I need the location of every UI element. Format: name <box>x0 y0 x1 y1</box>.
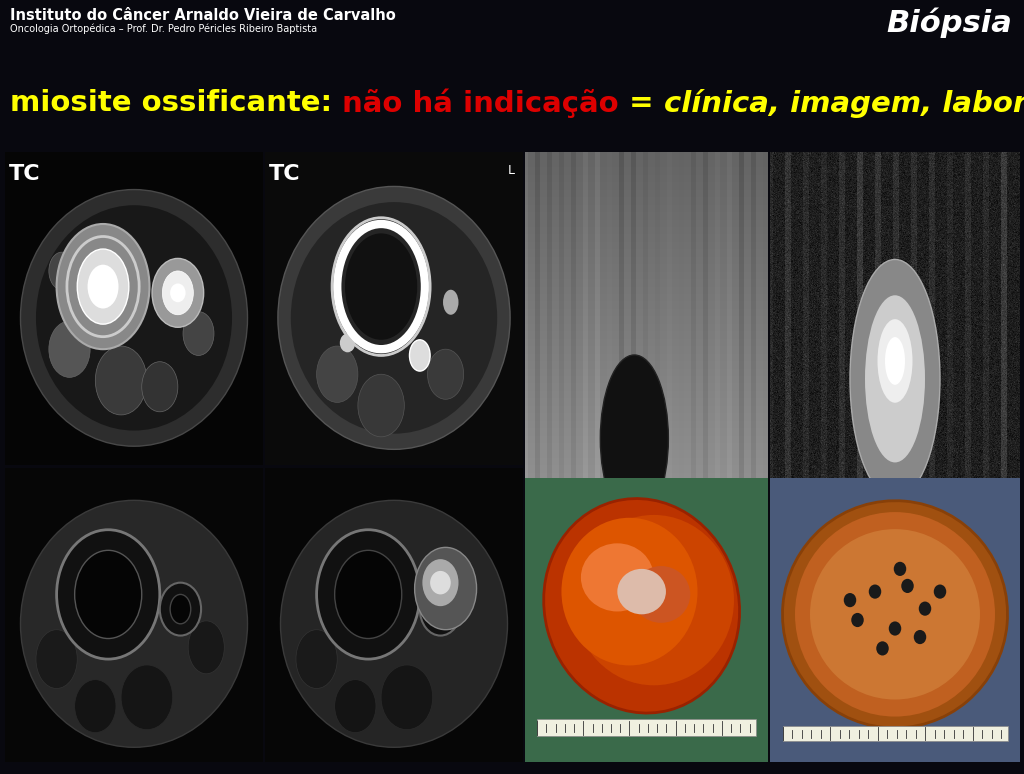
Ellipse shape <box>291 202 498 433</box>
Ellipse shape <box>617 569 666 615</box>
Ellipse shape <box>88 265 119 309</box>
Ellipse shape <box>160 583 201 635</box>
Ellipse shape <box>554 587 739 767</box>
Ellipse shape <box>901 579 913 593</box>
Ellipse shape <box>163 271 194 315</box>
Ellipse shape <box>430 571 451 594</box>
Ellipse shape <box>56 529 160 659</box>
Text: Instituto do Câncer Arnaldo Vieira de Carvalho: Instituto do Câncer Arnaldo Vieira de Ca… <box>10 8 395 23</box>
Bar <box>782 726 1008 741</box>
Ellipse shape <box>56 224 150 349</box>
Ellipse shape <box>632 566 690 623</box>
Ellipse shape <box>75 680 116 733</box>
Ellipse shape <box>75 550 141 639</box>
Ellipse shape <box>316 529 420 659</box>
Ellipse shape <box>345 234 417 340</box>
Ellipse shape <box>278 187 510 450</box>
Ellipse shape <box>913 630 927 644</box>
Ellipse shape <box>410 340 430 371</box>
Ellipse shape <box>357 375 404 437</box>
Text: TC: TC <box>9 164 41 184</box>
Ellipse shape <box>49 252 75 289</box>
Text: clínica, imagem, laboratório: clínica, imagem, laboratório <box>664 88 1024 118</box>
Ellipse shape <box>561 518 697 666</box>
Ellipse shape <box>600 355 669 522</box>
Ellipse shape <box>422 559 459 606</box>
Text: L: L <box>508 164 515 177</box>
Ellipse shape <box>141 361 178 412</box>
Text: =: = <box>618 89 664 117</box>
Ellipse shape <box>281 500 508 748</box>
Text: TC: TC <box>269 164 301 184</box>
Ellipse shape <box>795 512 995 717</box>
Ellipse shape <box>889 622 901 635</box>
Ellipse shape <box>850 259 940 498</box>
Ellipse shape <box>170 283 185 302</box>
Ellipse shape <box>865 295 925 462</box>
Text: Oncologia Ortopédica – Prof. Dr. Pedro Péricles Ribeiro Baptista: Oncologia Ortopédica – Prof. Dr. Pedro P… <box>10 24 317 35</box>
Ellipse shape <box>95 346 146 415</box>
Text: miosite ossificante:: miosite ossificante: <box>10 89 342 117</box>
Ellipse shape <box>121 665 173 730</box>
Ellipse shape <box>851 613 864 627</box>
Ellipse shape <box>77 249 129 324</box>
Ellipse shape <box>335 550 401 639</box>
Ellipse shape <box>544 498 739 713</box>
Ellipse shape <box>443 289 459 315</box>
Ellipse shape <box>188 621 224 674</box>
Ellipse shape <box>381 665 433 730</box>
Ellipse shape <box>340 334 355 352</box>
Ellipse shape <box>894 562 906 576</box>
Ellipse shape <box>782 501 1008 728</box>
Ellipse shape <box>581 543 653 611</box>
Ellipse shape <box>573 515 734 685</box>
Ellipse shape <box>415 547 476 630</box>
Ellipse shape <box>868 584 882 599</box>
Ellipse shape <box>49 321 90 378</box>
Ellipse shape <box>934 584 946 599</box>
Ellipse shape <box>152 259 204 327</box>
Ellipse shape <box>430 594 451 624</box>
Ellipse shape <box>36 205 232 430</box>
Ellipse shape <box>296 630 337 689</box>
Ellipse shape <box>878 319 912 402</box>
Ellipse shape <box>20 500 248 748</box>
Ellipse shape <box>36 630 77 689</box>
Ellipse shape <box>183 312 214 355</box>
Ellipse shape <box>20 190 248 447</box>
Ellipse shape <box>844 593 856 608</box>
Bar <box>538 719 756 736</box>
Ellipse shape <box>170 594 190 624</box>
Ellipse shape <box>316 346 357 402</box>
Ellipse shape <box>335 680 376 733</box>
Ellipse shape <box>810 529 980 700</box>
Ellipse shape <box>428 349 464 399</box>
Ellipse shape <box>420 583 461 635</box>
Text: Biópsia: Biópsia <box>886 8 1012 39</box>
Ellipse shape <box>919 601 931 616</box>
Ellipse shape <box>877 642 889 656</box>
Ellipse shape <box>885 337 905 385</box>
Text: não há indicação: não há indicação <box>342 88 618 118</box>
